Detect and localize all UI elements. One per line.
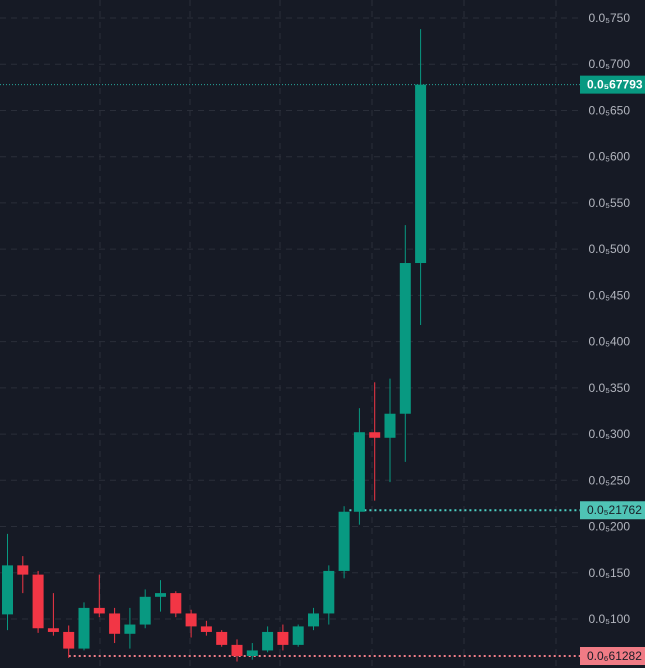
candle-up bbox=[78, 602, 90, 651]
candle-up bbox=[323, 565, 335, 625]
y-tick-label: 0.0₅600 bbox=[588, 150, 630, 164]
candle-body bbox=[155, 593, 166, 597]
marker-price-badge-text: 0.0₅21762 bbox=[587, 503, 642, 517]
y-tick-label: 0.0₅700 bbox=[588, 57, 630, 71]
candle-body bbox=[63, 631, 75, 649]
candle-body bbox=[17, 565, 29, 575]
candle-up bbox=[399, 225, 411, 462]
current-price-badge: 0.0₅67793 bbox=[580, 75, 645, 94]
candle-body bbox=[2, 565, 13, 615]
y-tick-label: 0.0₅150 bbox=[588, 566, 630, 580]
candle-body bbox=[353, 432, 365, 512]
candle-body bbox=[170, 593, 182, 614]
candle-body bbox=[231, 644, 243, 656]
candle-up bbox=[338, 506, 350, 579]
grid bbox=[0, 0, 580, 668]
y-tick-label: 0.0₅350 bbox=[588, 381, 630, 395]
low-price-badge-bg bbox=[580, 647, 645, 665]
candle-up bbox=[155, 580, 166, 612]
low-price-badge: 0.0₆61282 bbox=[580, 647, 645, 665]
price-lines bbox=[0, 84, 580, 657]
price-badges: 0.0₅67793 0.0₅21762 0.0₆61282 bbox=[580, 75, 645, 665]
candle-down bbox=[32, 570, 44, 633]
candle-body bbox=[338, 511, 350, 571]
candle-body bbox=[369, 432, 381, 438]
current-price-badge-bg bbox=[580, 75, 645, 94]
candle-up bbox=[246, 643, 258, 660]
candle-body bbox=[124, 624, 136, 634]
candle-up bbox=[124, 607, 136, 649]
candle-body bbox=[308, 613, 319, 627]
candle-down bbox=[170, 591, 182, 618]
candle-down bbox=[231, 639, 243, 662]
candle-body bbox=[262, 631, 274, 651]
y-tick-label: 0.0₅500 bbox=[588, 242, 630, 256]
candle-body bbox=[93, 607, 105, 614]
candle-down bbox=[200, 620, 212, 636]
candle-body bbox=[32, 574, 44, 629]
candle-body bbox=[109, 613, 121, 634]
candle-up bbox=[139, 589, 151, 629]
marker-price-badge-bg bbox=[580, 501, 645, 520]
candle-body bbox=[415, 84, 427, 264]
candle-up bbox=[2, 533, 13, 631]
candle-body bbox=[216, 631, 228, 645]
candle-up bbox=[384, 378, 396, 483]
y-tick-label: 0.0₅750 bbox=[588, 11, 630, 25]
candle-down bbox=[216, 630, 228, 647]
candle-down bbox=[63, 625, 75, 658]
marker-price-badge: 0.0₅21762 bbox=[580, 501, 645, 520]
y-tick-label: 0.0₅550 bbox=[588, 196, 630, 210]
candle-down bbox=[277, 624, 289, 651]
candle-up bbox=[353, 408, 365, 525]
candle-down bbox=[109, 607, 121, 644]
candle-body bbox=[323, 570, 335, 614]
candle-body bbox=[139, 596, 151, 625]
candles bbox=[2, 29, 427, 662]
candle-body bbox=[47, 628, 59, 632]
candle-down bbox=[17, 556, 29, 594]
y-tick-label: 0.0₅300 bbox=[588, 427, 630, 441]
y-tick-label: 0.0₅200 bbox=[588, 520, 630, 534]
candle-body bbox=[185, 613, 197, 627]
y-tick-label: 0.0₅100 bbox=[588, 612, 630, 626]
candle-up bbox=[262, 626, 274, 653]
y-tick-label: 0.0₅450 bbox=[588, 288, 630, 302]
current-price-badge-text: 0.0₅67793 bbox=[587, 78, 643, 92]
y-tick-label: 0.0₅650 bbox=[588, 103, 630, 117]
candle-down bbox=[185, 609, 197, 638]
candle-body bbox=[384, 413, 396, 438]
candle-up bbox=[415, 29, 427, 325]
candle-body bbox=[292, 626, 304, 645]
candle-body bbox=[399, 263, 411, 414]
candle-body bbox=[246, 650, 258, 656]
y-tick-label: 0.0₅250 bbox=[588, 473, 630, 487]
candle-down bbox=[369, 382, 381, 501]
candle-up bbox=[292, 624, 304, 647]
candle-up bbox=[308, 607, 319, 631]
candle-body bbox=[200, 626, 212, 632]
y-tick-label: 0.0₅400 bbox=[588, 335, 630, 349]
price-axis[interactable]: 0.0₅750 0.0₅700 0.0₅650 0.0₅600 0.0₅550 0.0₅5… bbox=[588, 11, 630, 626]
candle-body bbox=[277, 631, 289, 645]
candle-down bbox=[47, 593, 59, 636]
candle-down bbox=[93, 574, 105, 618]
low-price-badge-text: 0.0₆61282 bbox=[587, 649, 642, 663]
candle-body bbox=[78, 607, 90, 649]
